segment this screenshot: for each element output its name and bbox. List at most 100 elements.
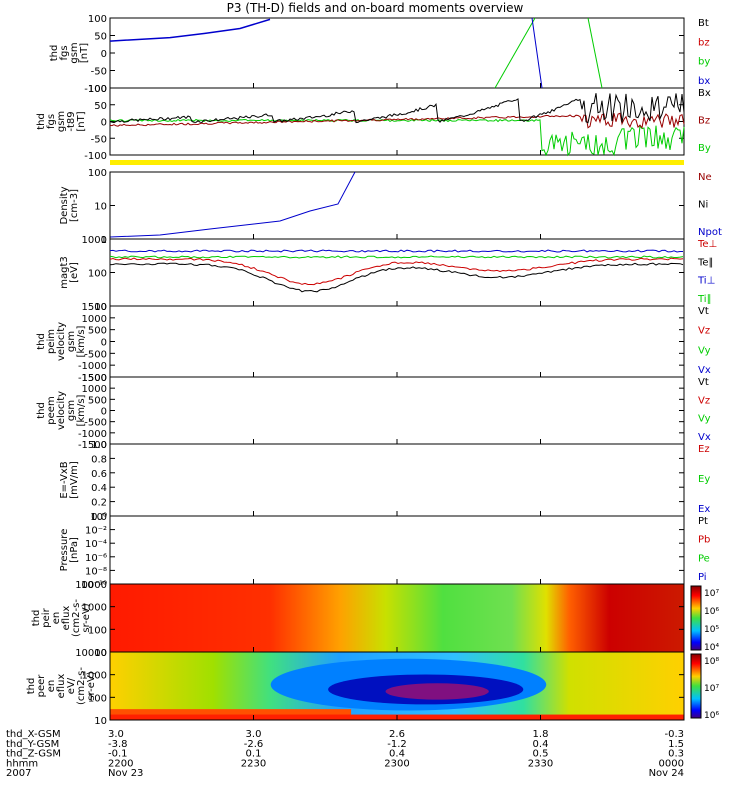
y-axis-label-line: -t89 <box>66 111 77 131</box>
y-axis-label-line: en <box>46 680 57 693</box>
x-axis-value: -0.3 <box>664 729 684 740</box>
colorbar-label: 10⁶ <box>704 711 719 721</box>
legend-entry: Ti∥ <box>697 294 712 305</box>
y-tick-label: 1000 <box>82 314 107 325</box>
y-axis-label: magt3 [eV] <box>59 256 80 289</box>
legend-entry: bx <box>698 76 710 87</box>
y-axis-label: E=-VxB [mV/m] <box>59 461 80 499</box>
y-tick-label: 50 <box>94 101 107 112</box>
legend-entry: Vx <box>698 365 711 376</box>
panel-frame <box>109 376 685 445</box>
colorbar-label: 10⁵ <box>704 625 719 635</box>
legend-entry: Vx <box>698 432 711 443</box>
x-axis-value: 0000 <box>659 758 684 769</box>
y-tick-label: 0.8 <box>91 454 107 465</box>
y-tick-label: -500 <box>84 418 107 429</box>
y-tick-label: 10⁻⁸ <box>85 566 107 577</box>
y-tick-label: 1500 <box>82 302 107 313</box>
legend-entry: Ez <box>698 444 710 455</box>
y-tick-label: 10 <box>94 302 107 313</box>
legend-entry: Bt <box>698 18 709 29</box>
colorbar-label: 10⁷ <box>704 589 719 599</box>
legend-entry: Vy <box>698 345 711 356</box>
x-axis-value: Nov 23 <box>108 768 143 779</box>
x-axis-value: 2.6 <box>389 729 405 740</box>
legend-entry: Ti⊥ <box>697 276 715 287</box>
y-tick-label: -50 <box>91 67 107 78</box>
y-axis-label-line: eflux <box>56 674 67 699</box>
y-axis-label-line: (cm2-s- <box>71 599 82 637</box>
legend-entry: Te⊥ <box>697 239 717 250</box>
y-tick-label: 50 <box>94 32 107 43</box>
x-axis-row-label: thd_Y-GSM <box>6 739 59 750</box>
y-tick-label: 10 <box>94 202 107 213</box>
legend-entry: Vt <box>698 377 709 388</box>
y-tick-label: 0 <box>101 118 107 129</box>
y-axis-label-line: fgs <box>59 45 70 60</box>
panel-frame <box>109 87 685 156</box>
x-axis-row-label: 2007 <box>6 768 31 779</box>
x-axis-value: 3.0 <box>246 729 262 740</box>
x-axis-value: -1.2 <box>387 739 407 750</box>
y-axis-label-line: [nT] <box>79 43 90 63</box>
y-axis-label-line: sr-eV) <box>86 671 97 700</box>
legend-entry: Ey <box>698 474 710 485</box>
Ti-par-trace <box>109 255 684 259</box>
status-bar <box>110 160 684 165</box>
y-tick-label: -500 <box>84 349 107 360</box>
colorbar-label: 10⁸ <box>704 657 719 667</box>
colorbar <box>690 653 702 719</box>
y-tick-label: -100 <box>84 151 107 162</box>
panel-frame <box>109 515 685 585</box>
x-axis-value: 3.0 <box>108 729 124 740</box>
Bx-trace <box>109 93 685 124</box>
y-tick-label: 10⁻¹⁰ <box>81 580 107 591</box>
y-axis-label-line: E=-VxB <box>59 461 70 498</box>
y-tick-label: 10⁻² <box>85 526 107 537</box>
colorbar-label: 10⁴ <box>704 643 719 653</box>
y-tick-label: 0.0 <box>91 512 107 523</box>
y-tick-label: 100 <box>88 84 107 95</box>
x-axis-value: 1.8 <box>533 729 549 740</box>
y-axis-label-line: [mV/m] <box>69 461 80 499</box>
y-tick-label: -100 <box>84 84 107 95</box>
legend-entry: Vz <box>698 326 710 337</box>
y-tick-label: 10 <box>94 648 107 659</box>
y-tick-label: 10000 <box>75 648 107 659</box>
bx-trace <box>531 17 543 89</box>
y-axis-label-line: thd <box>31 610 42 627</box>
y-tick-label: 0 <box>101 338 107 349</box>
colorbar <box>690 585 702 651</box>
legend-entry: Ni <box>698 200 708 211</box>
y-axis-label-line: thd <box>36 333 47 350</box>
y-axis-label: Density [cm-3] <box>59 186 80 224</box>
y-axis-label-line: [km/s] <box>76 394 87 426</box>
y-axis-label-line: magt3 <box>59 256 70 289</box>
y-axis-label-line: gsm <box>56 111 67 132</box>
legend-entry: Pt <box>698 516 708 527</box>
Te-par-trace <box>109 262 684 293</box>
panel-frame <box>109 171 685 240</box>
y-tick-label: 0.2 <box>91 498 107 509</box>
y-axis-label-line: thd <box>49 45 60 62</box>
legend-entry: By <box>698 143 711 154</box>
y-axis-label: thd peem velocity gsm [km/s] <box>36 391 87 430</box>
legend-entry: by <box>698 57 710 68</box>
y-axis-label-line: gsm <box>66 400 77 421</box>
x-axis-value: 0.1 <box>246 749 262 760</box>
electron-spectrogram-core <box>385 683 489 700</box>
legend-entry: Pb <box>698 535 710 546</box>
y-axis-label: thd fgs gsm [nT] <box>49 42 90 63</box>
legend-entry: Pi <box>698 572 707 583</box>
y-axis-label-line: [km/s] <box>76 325 87 357</box>
y-axis-label: Pressure [nPa] <box>59 529 80 572</box>
y-axis-label: thd peim velocity gsm [km/s] <box>36 322 87 361</box>
legend-entry: Ex <box>698 504 710 515</box>
x-axis-value: 2300 <box>384 758 409 769</box>
legend-entry: bz <box>698 37 710 48</box>
y-tick-label: 1000 <box>82 235 107 246</box>
x-axis-value: 0.4 <box>533 739 549 750</box>
y-axis-label-line: en <box>51 612 62 625</box>
